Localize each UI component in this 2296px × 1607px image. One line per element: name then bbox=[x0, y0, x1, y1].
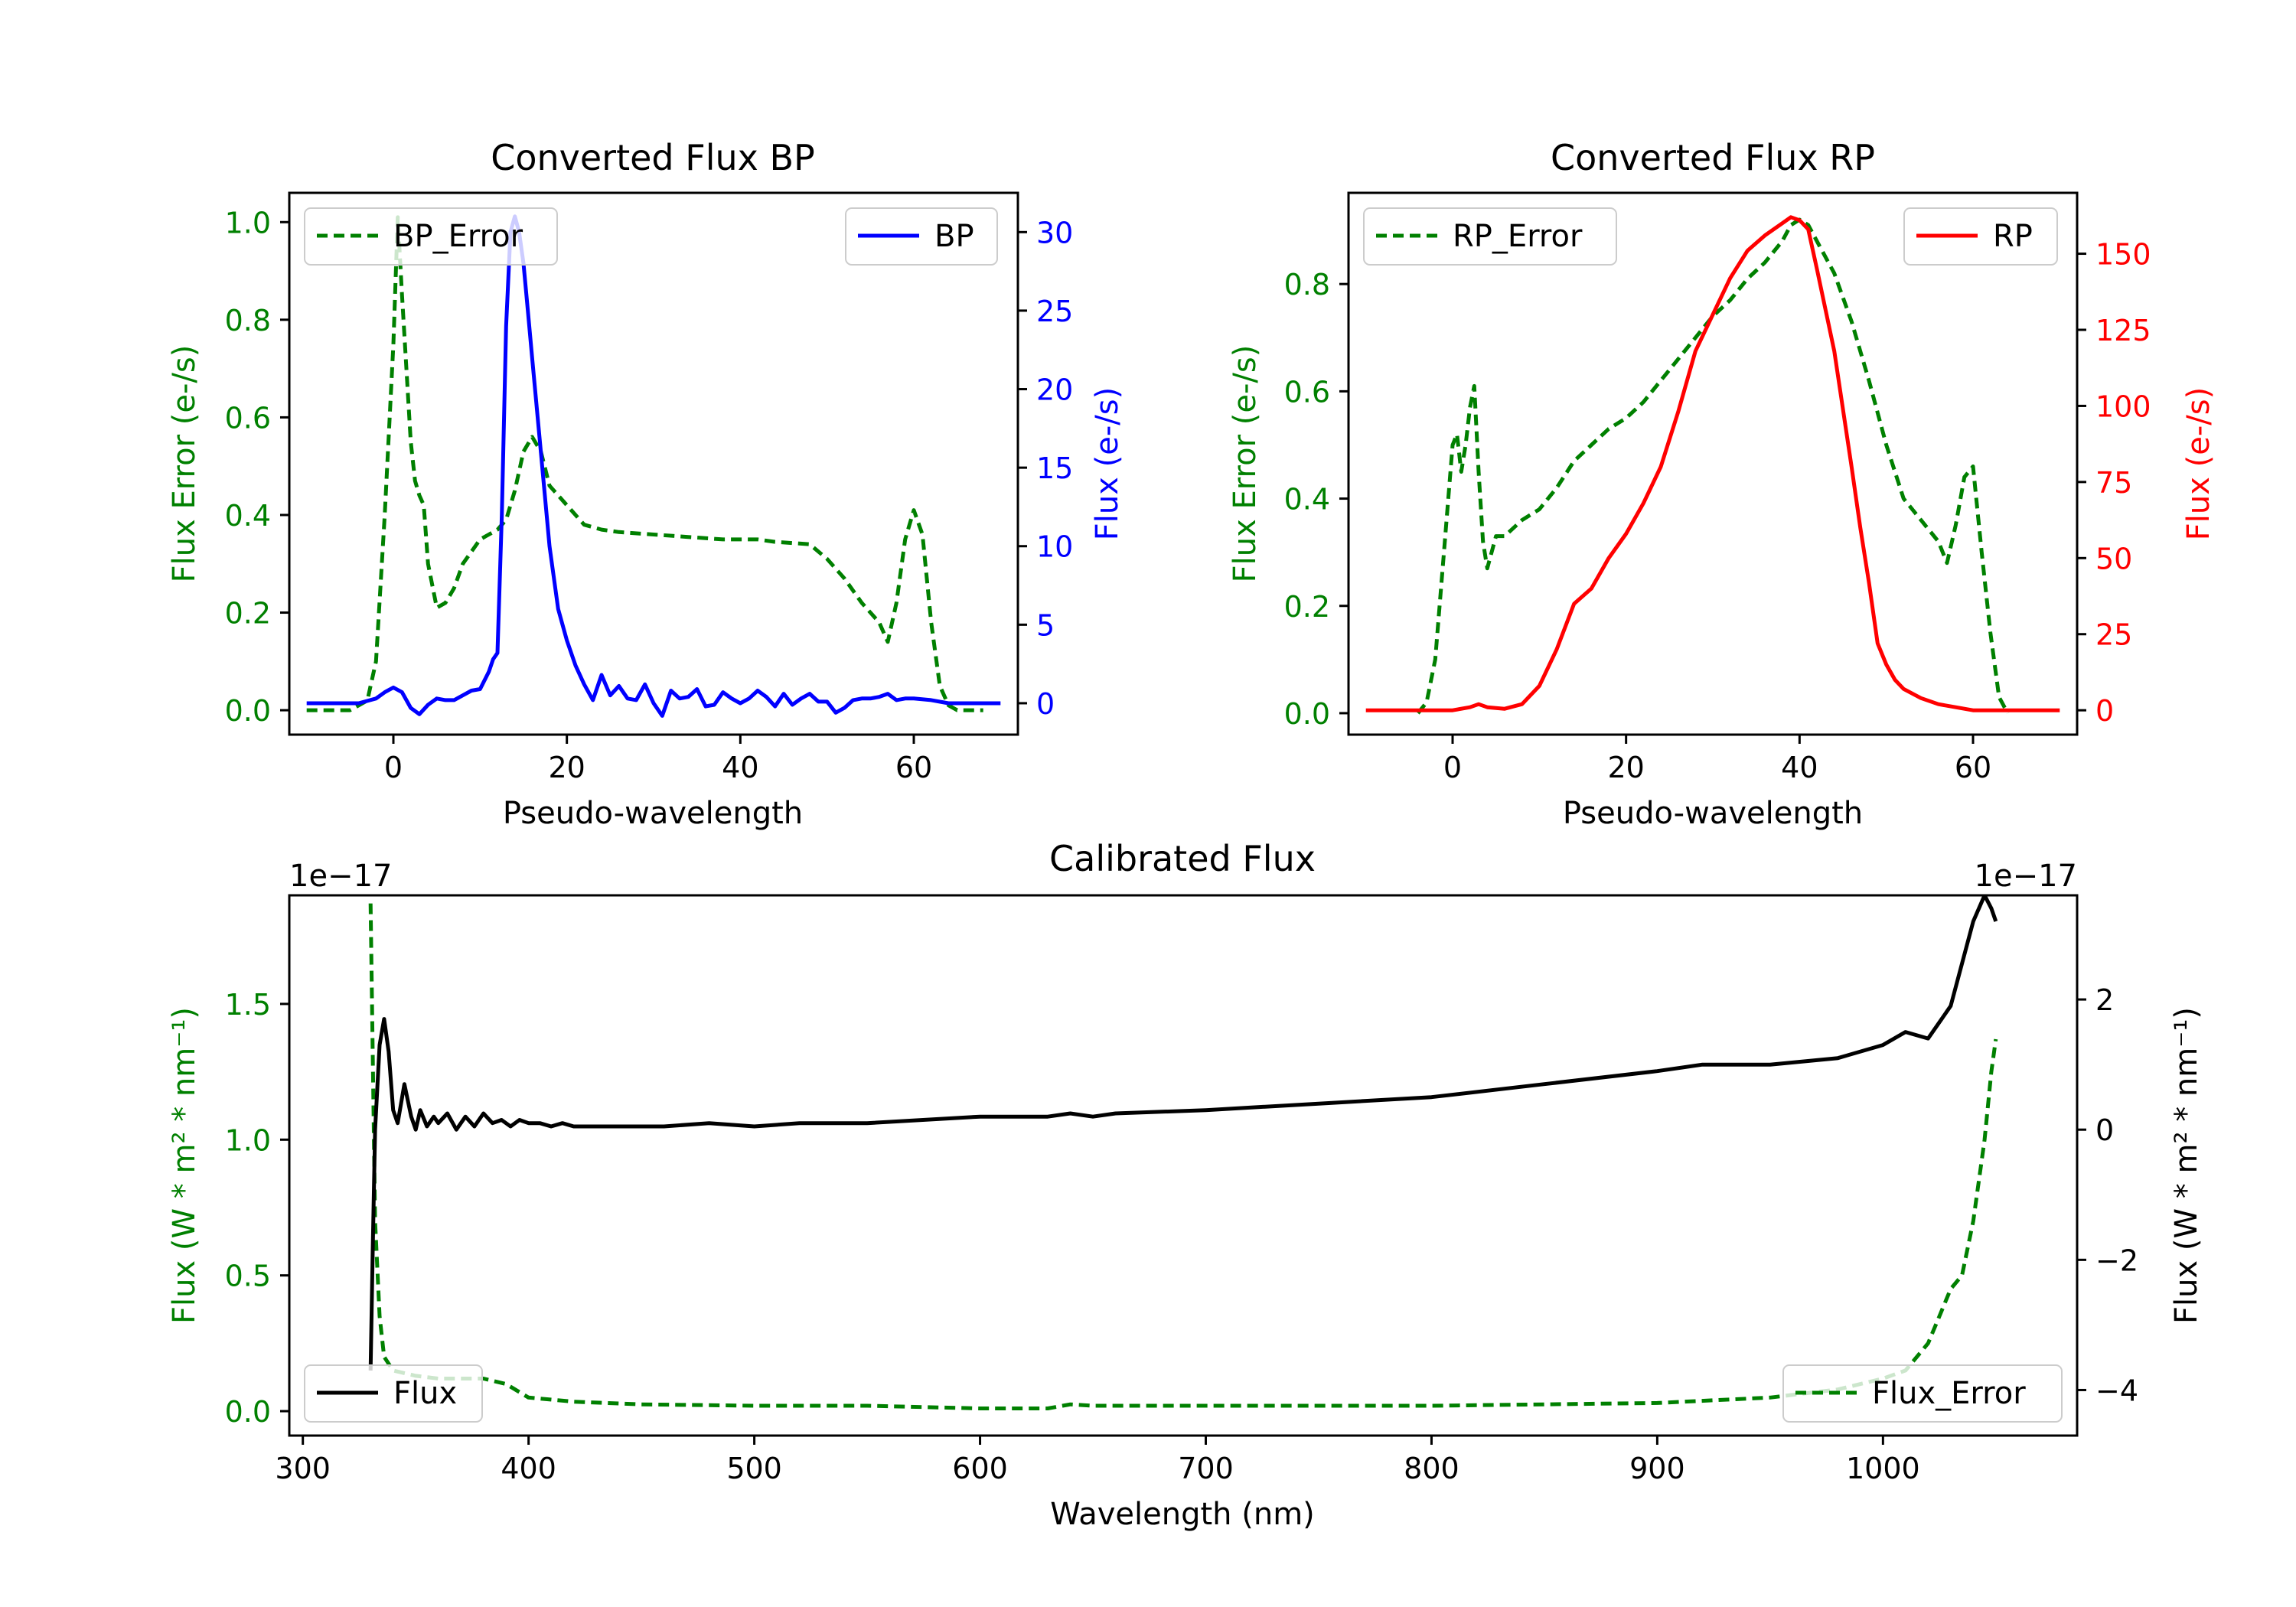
rp-ytick-left-label: 0.8 bbox=[1284, 268, 1330, 302]
cal-ytick-right-label: 0 bbox=[2095, 1113, 2114, 1147]
bp-ytick-left-label: 0.2 bbox=[225, 597, 271, 631]
cal-ytick-left-label: 1.0 bbox=[225, 1123, 271, 1157]
rp-xtick-label: 60 bbox=[1955, 751, 1991, 784]
cal-plot-frame bbox=[288, 894, 2079, 1437]
bp-ytick-right-label: 15 bbox=[1036, 451, 1073, 485]
cal-xtick-label: 500 bbox=[726, 1452, 782, 1485]
rp-ytick-left-label: 0.6 bbox=[1284, 375, 1330, 409]
bp-ylabel-right: Flux (e-/s) bbox=[1090, 387, 1125, 540]
cal-xtick-label: 400 bbox=[501, 1452, 556, 1485]
bp-legend-right-label: BP bbox=[934, 219, 974, 254]
rp-ylabel-left: Flux Error (e-/s) bbox=[1228, 345, 1263, 583]
rp-legend-left-label: RP_Error bbox=[1453, 219, 1583, 254]
cal-xtick-label: 900 bbox=[1629, 1452, 1685, 1485]
rp-series-rp-error bbox=[1416, 217, 2010, 715]
rp-ytick-right-label: 100 bbox=[2095, 390, 2151, 423]
bp-xtick-label: 60 bbox=[895, 751, 932, 784]
cal-ticks-layer: 300 400 500 600 700 800 900 1000 0.0 0.5 1.0 1.5 −4 −… bbox=[225, 983, 2138, 1485]
rp-ytick-right-label: 125 bbox=[2095, 314, 2151, 347]
bp-ytick-right-label: 30 bbox=[1036, 216, 1073, 249]
cal-offset-right: 1e−17 bbox=[1975, 859, 2077, 894]
rp-ylabel-right: Flux (e-/s) bbox=[2181, 387, 2216, 540]
bp-xlabel: Pseudo-wavelength bbox=[503, 796, 803, 831]
bp-title: Converted Flux BP bbox=[491, 137, 815, 178]
rp-ytick-left-label: 0.2 bbox=[1284, 590, 1330, 624]
rp-series-layer bbox=[1365, 215, 2060, 715]
rp-xtick-label: 40 bbox=[1781, 751, 1818, 784]
rp-xtick-label: 0 bbox=[1443, 751, 1462, 784]
bp-ytick-left-label: 1.0 bbox=[225, 206, 271, 240]
cal-xtick-label: 700 bbox=[1178, 1452, 1234, 1485]
bp-series-bp bbox=[306, 214, 1001, 718]
bp-series-layer bbox=[306, 214, 1001, 718]
cal-xtick-label: 600 bbox=[952, 1452, 1008, 1485]
cal-xtick-label: 1000 bbox=[1846, 1452, 1920, 1485]
rp-ytick-left-label: 0.4 bbox=[1284, 483, 1330, 517]
bp-legend-right: BP bbox=[845, 207, 998, 266]
rp-legend-right: RP bbox=[1903, 207, 2058, 266]
bp-ylabel-left: Flux Error (e-/s) bbox=[167, 345, 202, 583]
rp-series-rp bbox=[1365, 215, 2060, 712]
calibrated-panel: Calibrated Flux 1e−17 1e−17 300 400 500 600… bbox=[167, 838, 2204, 1532]
rp-ytick-right-label: 150 bbox=[2095, 238, 2151, 272]
bp-ytick-right-label: 0 bbox=[1036, 687, 1055, 721]
cal-ytick-right-label: −4 bbox=[2095, 1374, 2138, 1407]
rp-xlabel: Pseudo-wavelength bbox=[1563, 796, 1863, 831]
bp-plot-frame bbox=[288, 191, 1019, 736]
rp-ytick-left-label: 0.0 bbox=[1284, 697, 1330, 731]
rp-title: Converted Flux RP bbox=[1551, 137, 1875, 178]
bp-xtick-label: 20 bbox=[548, 751, 585, 784]
bp-ytick-left-label: 0.0 bbox=[225, 694, 271, 728]
rp-ticks-layer: 0 20 40 60 0.0 0.2 0.4 0.6 0.8 0 25 50 75 100 125 150 bbox=[1284, 238, 2151, 784]
bp-ytick-right-label: 5 bbox=[1036, 608, 1055, 642]
bp-ytick-left-label: 0.4 bbox=[225, 499, 271, 533]
cal-ytick-right-label: 2 bbox=[2095, 983, 2114, 1017]
rp-xtick-label: 20 bbox=[1607, 751, 1644, 784]
bp-ytick-left-label: 0.8 bbox=[225, 304, 271, 337]
rp-plot-frame bbox=[1347, 191, 2079, 736]
cal-ytick-left-label: 0.0 bbox=[225, 1395, 271, 1429]
cal-xlabel: Wavelength (nm) bbox=[1050, 1497, 1315, 1532]
bp-ytick-right-label: 20 bbox=[1036, 373, 1073, 407]
cal-title: Calibrated Flux bbox=[1049, 838, 1316, 879]
cal-ytick-left-label: 1.5 bbox=[225, 988, 271, 1022]
bp-ytick-right-label: 10 bbox=[1036, 530, 1073, 564]
rp-ytick-right-label: 50 bbox=[2095, 542, 2132, 575]
cal-series-flux bbox=[368, 895, 1998, 1371]
bp-ytick-left-label: 0.6 bbox=[225, 401, 271, 435]
bp-legend-left-label: BP_Error bbox=[393, 219, 523, 254]
cal-ylabel-left: Flux (W * m² * nm⁻¹) bbox=[167, 1007, 202, 1324]
bp-xtick-label: 0 bbox=[384, 751, 403, 784]
cal-ytick-right-label: −2 bbox=[2095, 1244, 2138, 1277]
cal-legend-right-label: Flux_Error bbox=[1872, 1376, 2026, 1411]
cal-ylabel-right: Flux (W * m² * nm⁻¹) bbox=[2169, 1007, 2204, 1324]
bp-legend-left: BP_Error bbox=[304, 207, 558, 266]
rp-panel: Converted Flux RP 0 20 40 60 0.0 0.2 0.4 0.6 0.8… bbox=[1228, 137, 2216, 831]
bp-ticks-layer: 0 20 40 60 0.0 0.2 0.4 0.6 0.8 1.0 0 5 10 15 20 25 30 bbox=[225, 206, 1074, 784]
bp-ytick-right-label: 25 bbox=[1036, 295, 1073, 328]
rp-legend-right-label: RP bbox=[1993, 219, 2033, 254]
cal-xtick-label: 800 bbox=[1404, 1452, 1459, 1485]
cal-offset-left: 1e−17 bbox=[289, 859, 392, 894]
cal-legend-left-label: Flux bbox=[393, 1376, 457, 1411]
cal-legend-left: Flux bbox=[304, 1364, 483, 1423]
rp-ytick-right-label: 25 bbox=[2095, 618, 2132, 652]
cal-ytick-left-label: 0.5 bbox=[225, 1260, 271, 1293]
cal-xtick-label: 300 bbox=[275, 1452, 331, 1485]
bp-xtick-label: 40 bbox=[722, 751, 758, 784]
rp-ytick-right-label: 75 bbox=[2095, 466, 2132, 500]
rp-ytick-right-label: 0 bbox=[2095, 694, 2114, 728]
rp-legend-left: RP_Error bbox=[1363, 207, 1617, 266]
cal-legend-right: Flux_Error bbox=[1782, 1364, 2063, 1423]
bp-series-bp-error bbox=[306, 215, 983, 712]
bp-panel: Converted Flux BP 0 20 40 60 0.0 0.2 0.4 0.6 0.8… bbox=[167, 137, 1125, 831]
